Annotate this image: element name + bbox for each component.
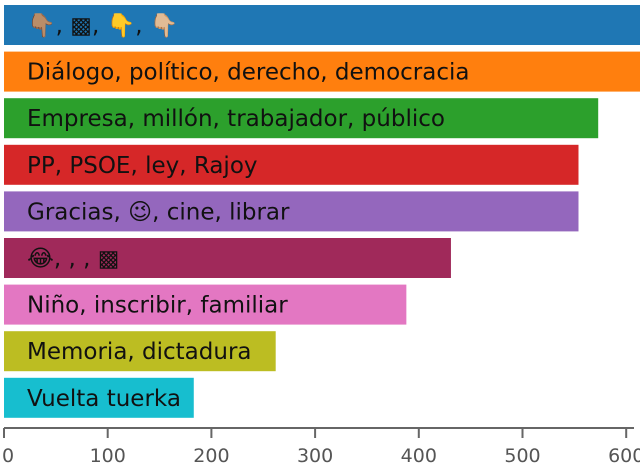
- x-tick-label-5: 500: [504, 445, 540, 466]
- bar-7: [4, 331, 276, 372]
- bar-4: [4, 191, 579, 232]
- bar-label-1: Diálogo, político, derecho, democracia: [27, 60, 469, 86]
- bar-label-8: Vuelta tuerka: [27, 386, 181, 412]
- x-tick-label-2: 200: [193, 445, 229, 466]
- bar-0: [4, 5, 640, 45]
- bar-label-4: Gracias, 😉, cine, librar: [27, 199, 290, 225]
- x-tick-label-3: 300: [297, 445, 333, 466]
- bar-label-3: PP, PSOE, ley, Rajoy: [27, 153, 258, 179]
- x-tick-label-1: 100: [90, 445, 126, 466]
- bar-8: [4, 377, 194, 418]
- bar-label-2: Empresa, millón, trabajador, público: [27, 106, 445, 132]
- bar-3: [4, 144, 579, 185]
- x-tick-label-4: 400: [401, 445, 437, 466]
- bar-6: [4, 284, 407, 325]
- bar-label-7: Memoria, dictadura: [27, 339, 252, 365]
- bar-2: [4, 98, 599, 139]
- bar-label-0: 👇🏽, ▩, 👇, 👇🏼: [27, 12, 179, 39]
- bars-group: 👇🏽, ▩, 👇, 👇🏼 Diálogo, político, derecho, …: [4, 5, 640, 418]
- x-axis: 0 100 200 300 400 500 600: [2, 427, 640, 466]
- bar-label-5: 😂, , , ▩: [27, 246, 119, 272]
- bar-1: [4, 51, 640, 92]
- x-tick-label-0: 0: [2, 445, 14, 466]
- bar-label-6: Niño, inscribir, familiar: [27, 293, 288, 319]
- bar-5: [4, 238, 451, 278]
- x-tick-label-6: 600: [608, 445, 640, 466]
